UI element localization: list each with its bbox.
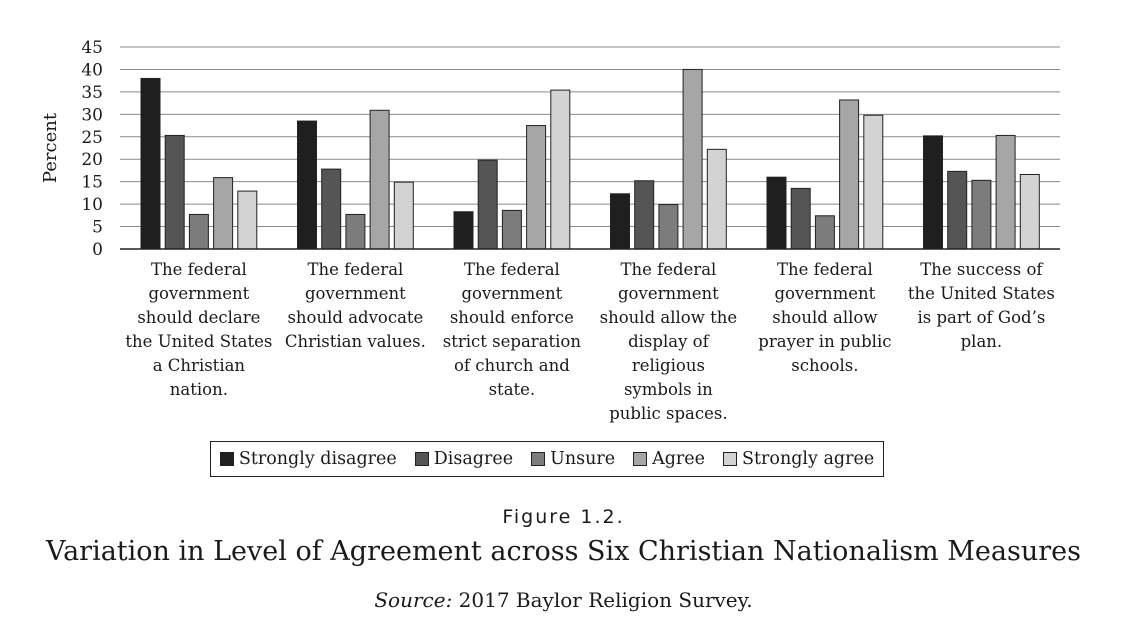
legend-swatch bbox=[723, 452, 738, 466]
bar-strongly-disagree bbox=[453, 211, 474, 250]
bar-disagree bbox=[947, 170, 968, 250]
category-label: The federal government should allow pray… bbox=[758, 260, 892, 375]
legend-label: Unsure bbox=[550, 449, 616, 469]
bar-strongly-disagree bbox=[140, 77, 161, 250]
y-tick-label: 35 bbox=[81, 83, 103, 103]
bar-strongly-disagree bbox=[923, 135, 943, 250]
legend-label: Strongly agree bbox=[742, 449, 875, 469]
legend-item: Unsure bbox=[531, 449, 615, 469]
source-prefix: Source: bbox=[374, 588, 453, 612]
bar-strongly-agree bbox=[1019, 173, 1040, 250]
y-axis-label: Percent bbox=[40, 112, 61, 183]
bar-disagree bbox=[790, 187, 811, 250]
y-tick-label: 0 bbox=[92, 240, 103, 260]
legend-swatch bbox=[219, 452, 234, 466]
category-label: The federal government should allow the … bbox=[599, 260, 738, 423]
bar-disagree bbox=[634, 180, 655, 250]
legend-label: Agree bbox=[652, 449, 706, 469]
bars bbox=[140, 68, 1040, 250]
legend-item: Strongly agree bbox=[723, 449, 874, 469]
bar-strongly-agree bbox=[393, 181, 414, 250]
bar-disagree bbox=[477, 159, 498, 250]
gridlines bbox=[120, 46, 1060, 228]
legend-swatch bbox=[633, 452, 648, 466]
bar-unsure bbox=[658, 204, 679, 250]
bar-unsure bbox=[345, 213, 366, 250]
y-tick-label: 10 bbox=[81, 195, 103, 215]
bar-unsure bbox=[188, 213, 209, 250]
legend-swatch bbox=[531, 452, 546, 466]
bar-agree bbox=[213, 177, 234, 250]
figure-label: Figure 1.2. bbox=[502, 506, 625, 528]
bar-unsure bbox=[814, 215, 835, 250]
y-tick-label: 20 bbox=[81, 150, 103, 170]
bar-strongly-disagree bbox=[297, 120, 317, 250]
bar-agree bbox=[682, 68, 703, 250]
y-tick-label: 5 bbox=[92, 218, 103, 238]
legend-item: Disagree bbox=[414, 449, 514, 469]
category-label: The federal government should declare th… bbox=[125, 260, 273, 399]
y-tick-label: 25 bbox=[81, 128, 103, 148]
bar-agree bbox=[995, 134, 1016, 250]
source-text: 2017 Baylor Religion Survey. bbox=[452, 588, 753, 612]
y-tick-label: 30 bbox=[81, 105, 103, 125]
legend-label: Disagree bbox=[433, 449, 514, 469]
legend-label: Strongly disagree bbox=[238, 449, 397, 469]
legend-item: Strongly disagree bbox=[219, 449, 397, 469]
bar-disagree bbox=[164, 134, 185, 250]
legend-item: Agree bbox=[633, 449, 705, 469]
category-label: The federal government should enforce st… bbox=[442, 260, 581, 399]
figure-source: Source: 2017 Baylor Religion Survey. bbox=[0, 588, 1127, 612]
bar-strongly-agree bbox=[550, 89, 571, 250]
bar-strongly-agree bbox=[706, 148, 727, 250]
bar-disagree bbox=[321, 168, 342, 250]
bar-unsure bbox=[501, 209, 522, 250]
bar-strongly-disagree bbox=[766, 176, 787, 250]
bar-agree bbox=[369, 109, 390, 250]
bar-strongly-disagree bbox=[610, 193, 630, 250]
bar-agree bbox=[526, 125, 547, 250]
bar-unsure bbox=[971, 179, 992, 250]
y-tick-label: 45 bbox=[81, 38, 103, 58]
figure-title: Variation in Level of Agreement across S… bbox=[46, 536, 1081, 567]
legend: Strongly disagree Disagree Unsure Agree Stro… bbox=[210, 441, 884, 477]
bar-strongly-agree bbox=[863, 114, 884, 250]
legend-swatch bbox=[414, 452, 429, 466]
category-label: The success of the United States is part… bbox=[907, 260, 1055, 351]
bar-agree bbox=[839, 99, 860, 250]
category-label: The federal government should advocate C… bbox=[284, 260, 426, 351]
y-tick-label: 40 bbox=[81, 60, 103, 80]
bar-strongly-agree bbox=[237, 190, 258, 250]
y-tick-label: 15 bbox=[81, 173, 103, 193]
